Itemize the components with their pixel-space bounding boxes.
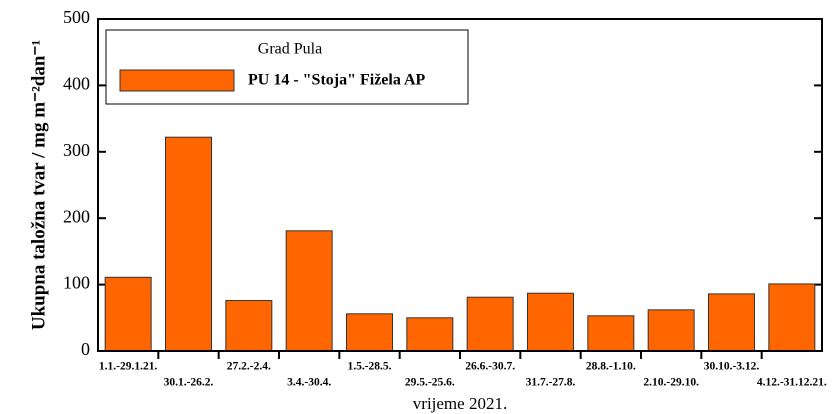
- x-tick-label: 27.2.-2.4.: [227, 361, 271, 373]
- bar: [346, 313, 393, 352]
- legend-title: Grad Pula: [258, 41, 322, 58]
- x-tick-label: 29.5.-25.6.: [405, 377, 455, 389]
- y-axis-label: Ukupna taložna tvar / mg m⁻²dan⁻¹: [28, 40, 49, 330]
- x-tick-label: 4.12.-31.12.21.: [757, 377, 827, 389]
- y-tick-label: 500: [63, 7, 90, 27]
- x-tick-label: 30.1.-26.2.: [164, 377, 214, 389]
- bar: [104, 276, 152, 352]
- plot-frame: [97, 18, 823, 352]
- x-tick-label: 30.10.-3.12.: [704, 361, 760, 373]
- y-tick-label: 100: [63, 273, 90, 293]
- legend-box: [105, 29, 469, 105]
- legend-label: PU 14 - "Stoja" Fižela AP: [248, 72, 426, 89]
- bar: [406, 317, 454, 352]
- bar: [165, 136, 212, 352]
- x-tick-label: 26.6.-30.7.: [465, 361, 515, 373]
- bar: [708, 293, 755, 352]
- x-tick-label: 31.7.-27.8.: [526, 377, 576, 389]
- bar: [587, 315, 635, 352]
- bar: [466, 296, 514, 352]
- bar: [285, 230, 333, 352]
- bar: [768, 283, 816, 352]
- bar: [225, 300, 273, 352]
- x-tick-label: 2.10.-29.10.: [643, 377, 699, 389]
- y-tick-label: 300: [63, 140, 90, 160]
- x-tick-label: 1.5.-28.5.: [347, 361, 391, 373]
- x-tick-label: 28.8.-1.10.: [586, 361, 636, 373]
- y-tick-label: 400: [63, 74, 90, 94]
- y-tick-label: 200: [63, 206, 90, 226]
- legend-swatch: [119, 69, 235, 92]
- x-axis-label: vrijeme 2021.: [413, 394, 507, 413]
- bar: [647, 309, 695, 352]
- y-tick-label: 0: [81, 339, 90, 359]
- x-tick-label: 1.1.-29.1.21.: [99, 361, 158, 373]
- bar: [527, 292, 574, 352]
- x-tick-label: 3.4.-30.4.: [287, 377, 331, 389]
